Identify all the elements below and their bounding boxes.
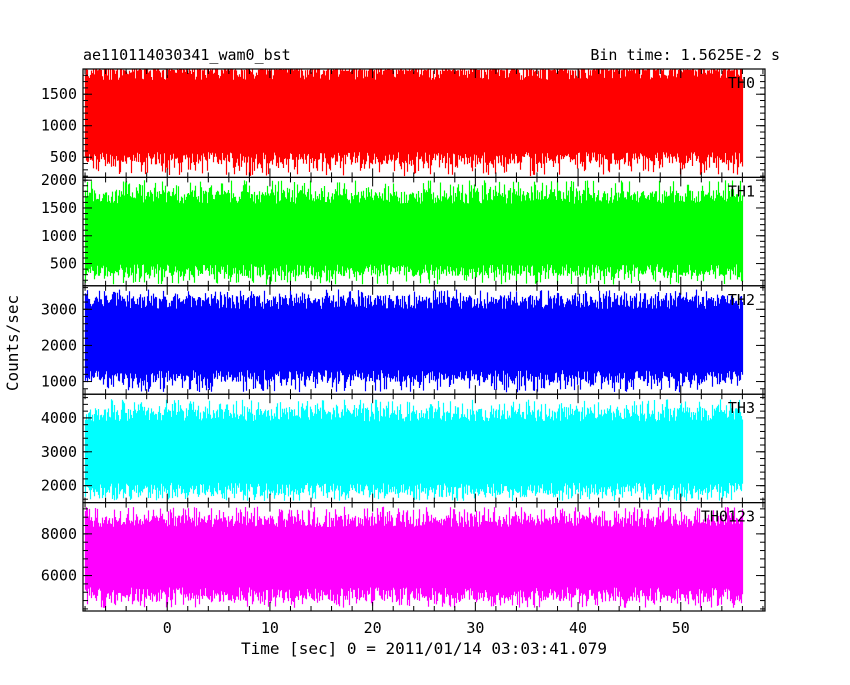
- series-th3: [84, 399, 744, 501]
- x-tick-label: 40: [569, 619, 587, 637]
- y-tick-label: 500: [50, 148, 77, 166]
- y-tick-label: 4000: [41, 409, 77, 427]
- y-tick-label: 1000: [41, 117, 77, 135]
- y-tick-label: 1500: [41, 199, 77, 217]
- panel-label-th2: TH2: [728, 291, 755, 309]
- panel-th1: 500 1000 1500 2000 TH1: [41, 171, 766, 287]
- bin-time-label: Bin time: 1.5625E-2 s: [590, 46, 780, 64]
- panel-label-th3: TH3: [728, 399, 755, 417]
- panel-label-th0: TH0: [728, 74, 755, 92]
- y-tick-label: 2000: [41, 336, 77, 354]
- x-tick-label: 0: [163, 619, 172, 637]
- panel-frame: [82, 502, 766, 612]
- panels-group: 500 1000 1500 TH0 500 1000 1500 2000 TH1 1000 2000…: [41, 68, 766, 612]
- y-axis-title: Counts/sec: [3, 295, 22, 391]
- panel-label-th0123: TH0123: [701, 508, 755, 526]
- y-tick-label: 6000: [41, 567, 77, 585]
- series-th0123: [84, 506, 744, 608]
- x-tick-label: 20: [364, 619, 382, 637]
- x-tick-label: 10: [261, 619, 279, 637]
- y-tick-label: 1000: [41, 227, 77, 245]
- panel-th2: 1000 2000 3000 TH2: [41, 285, 766, 395]
- panel-th3: 2000 3000 4000 TH3: [41, 393, 766, 504]
- series-th1: [84, 180, 744, 285]
- x-tick-label: 50: [672, 619, 690, 637]
- y-tick-label: 3000: [41, 300, 77, 318]
- plot-title: ae110114030341_wam0_bst: [83, 46, 291, 64]
- y-tick-label: 500: [50, 255, 77, 273]
- x-tick-label: 30: [466, 619, 484, 637]
- series-th2: [84, 289, 744, 393]
- panel-th0: 500 1000 1500 TH0: [41, 68, 766, 179]
- y-tick-label: 2000: [41, 171, 77, 189]
- y-tick-label: 2000: [41, 477, 77, 495]
- panel-label-th1: TH1: [728, 182, 755, 200]
- y-tick-label: 8000: [41, 525, 77, 543]
- y-tick-label: 1500: [41, 85, 77, 103]
- series-th0: [84, 69, 744, 177]
- x-axis-title: Time [sec] 0 = 2011/01/14 03:03:41.079: [241, 639, 607, 658]
- x-tick-labels: 0 10 20 30 40 50: [163, 619, 690, 637]
- panel-th0123: 6000 8000 TH0123: [41, 502, 766, 612]
- y-tick-label: 3000: [41, 443, 77, 461]
- y-tick-label: 1000: [41, 373, 77, 391]
